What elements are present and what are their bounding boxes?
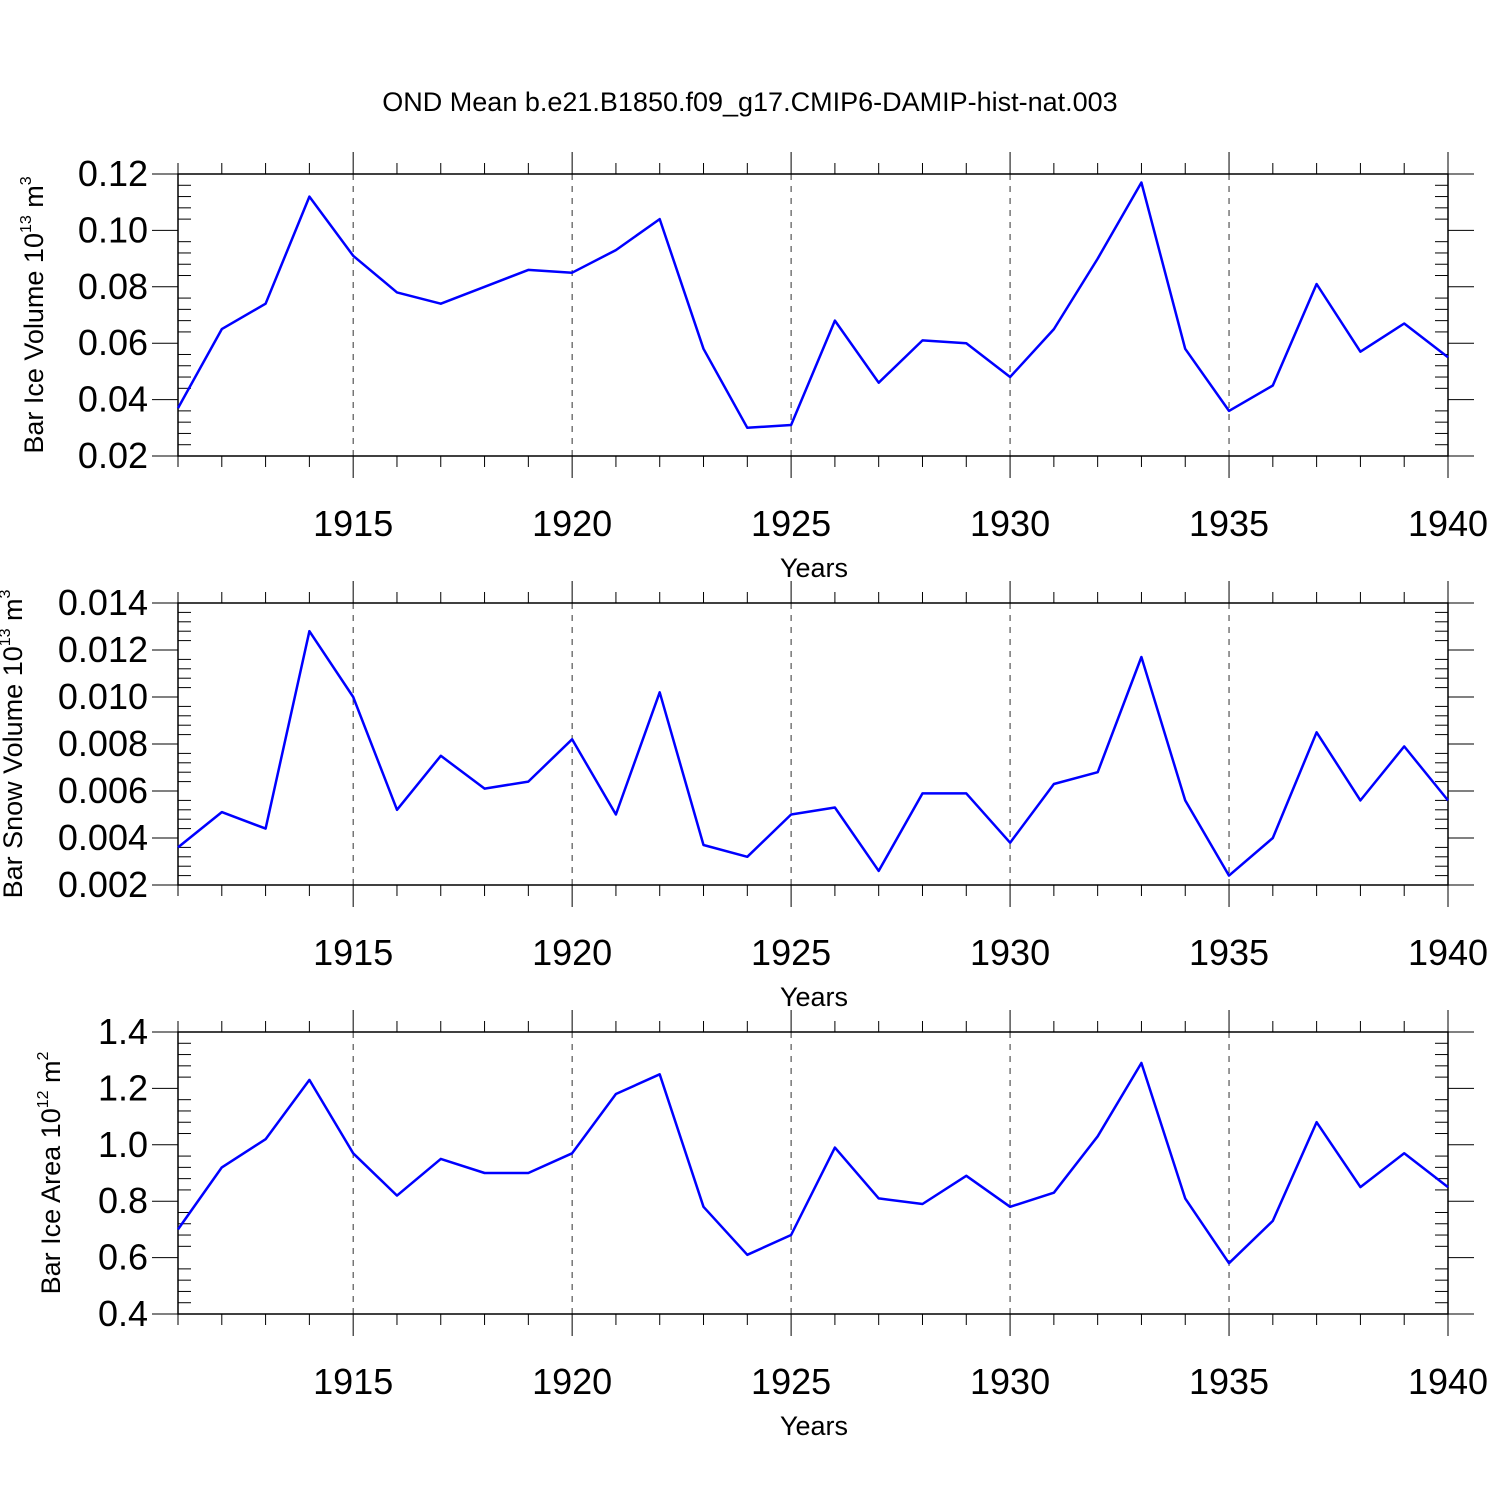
y-tick-label: 0.12	[78, 153, 148, 194]
x-axis-label: Years	[780, 553, 848, 583]
series-line	[177, 629, 1449, 877]
y-tick-label: 1.0	[98, 1124, 148, 1165]
x-tick-label: 1935	[1189, 503, 1269, 544]
y-tick-label: 0.6	[98, 1237, 148, 1278]
y-tick-label: 0.002	[58, 864, 148, 905]
y-tick-label: 0.8	[98, 1180, 148, 1221]
y-axis-label: Bar Ice Area 1012 m2	[35, 1051, 66, 1294]
plot-frame	[177, 1031, 1449, 1315]
series-line	[176, 181, 1449, 430]
x-tick-label: 1925	[751, 932, 831, 973]
y-tick-label: 0.008	[58, 723, 148, 764]
x-axis-label: Years	[780, 982, 848, 1012]
y-tick-label: 0.4	[98, 1293, 148, 1334]
y-tick-label: 0.10	[78, 209, 148, 250]
x-tick-label: 1930	[970, 932, 1050, 973]
series-line	[176, 1061, 1449, 1265]
x-tick-label: 1935	[1189, 1361, 1269, 1402]
x-tick-label: 1925	[751, 1361, 831, 1402]
y-tick-label: 1.2	[98, 1067, 148, 1108]
x-tick-label: 1940	[1408, 503, 1488, 544]
x-tick-label: 1930	[970, 503, 1050, 544]
plot-frame	[177, 602, 1449, 886]
x-tick-label: 1915	[313, 503, 393, 544]
y-tick-label: 0.010	[58, 676, 148, 717]
x-tick-label: 1915	[313, 1361, 393, 1402]
x-axis-label: Years	[780, 1411, 848, 1441]
chart-title: OND Mean b.e21.B1850.f09_g17.CMIP6-DAMIP…	[382, 87, 1117, 117]
x-tick-label: 1935	[1189, 932, 1269, 973]
panel-2: 0.002 0.004 0.006 0.008 0.010 0.012 0.014 1915 1…	[0, 581, 1488, 1012]
plot-frame	[177, 173, 1449, 457]
x-tick-label: 1930	[970, 1361, 1050, 1402]
x-tick-label: 1925	[751, 503, 831, 544]
panels: 0.02 0.04 0.06 0.08 0.10 0.12 1915 1920 1925 1930…	[0, 152, 1488, 1441]
x-tick-label: 1920	[532, 932, 612, 973]
y-tick-label: 1.4	[98, 1011, 148, 1052]
y-tick-label: 0.04	[78, 379, 148, 420]
panel-3: 0.4 0.6 0.8 1.0 1.2 1.4 1915 1920 1925 1930 1935 19…	[35, 1010, 1488, 1441]
y-tick-label: 0.08	[78, 266, 148, 307]
x-tick-label: 1940	[1408, 932, 1488, 973]
y-tick-label: 0.004	[58, 817, 148, 858]
panel-1: 0.02 0.04 0.06 0.08 0.10 0.12 1915 1920 1925 1930…	[18, 152, 1488, 583]
y-axis-label: Bar Snow Volume 1013 m3	[0, 589, 28, 898]
y-tick-label: 0.014	[58, 582, 148, 623]
y-tick-label: 0.06	[78, 322, 148, 363]
y-tick-label: 0.012	[58, 629, 148, 670]
x-tick-label: 1920	[532, 1361, 612, 1402]
y-tick-label: 0.02	[78, 435, 148, 476]
x-tick-label: 1940	[1408, 1361, 1488, 1402]
y-axis-label: Bar Ice Volume 1013 m3	[18, 176, 49, 453]
y-tick-label: 0.006	[58, 770, 148, 811]
x-tick-label: 1915	[313, 932, 393, 973]
x-tick-label: 1920	[532, 503, 612, 544]
